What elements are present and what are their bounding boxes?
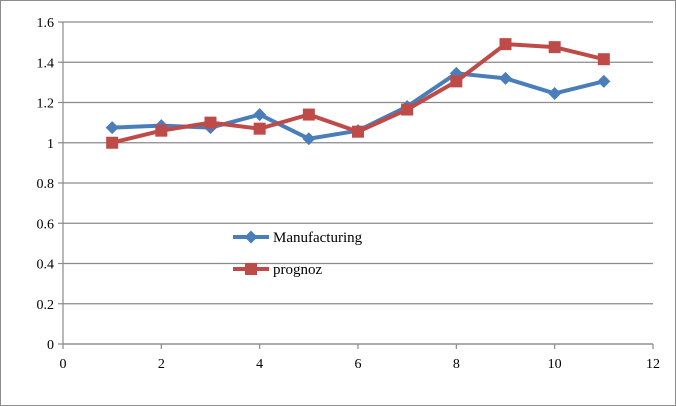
y-tick-label: 0.8 <box>37 177 55 192</box>
x-tick-label: 6 <box>355 357 362 372</box>
x-tick-label: 0 <box>60 357 67 372</box>
data-point-prognoz <box>548 41 561 54</box>
data-point-prognoz <box>499 38 512 51</box>
data-point-prognoz <box>155 124 168 137</box>
legend-item-manufacturing: Manufacturing <box>233 230 363 246</box>
axis-layer: 0 0.2 0.4 0.6 0.8 1 1.2 1.4 1.6 0 2 4 6 8 10 12 <box>37 16 661 372</box>
data-point-prognoz <box>401 103 414 116</box>
data-point-manufacturing <box>302 132 316 146</box>
y-tick-label: 0.6 <box>37 217 55 232</box>
data-point-prognoz <box>204 116 217 129</box>
y-tick-label: 1.6 <box>37 16 55 31</box>
y-tick-label: 1 <box>47 137 54 152</box>
legend-swatch-marker <box>244 230 258 244</box>
legend-label: Manufacturing <box>273 230 363 246</box>
data-point-prognoz <box>253 122 266 135</box>
data-point-prognoz <box>450 75 463 88</box>
legend: Manufacturing prognoz <box>233 230 363 278</box>
y-tick-label: 1.4 <box>37 56 55 71</box>
x-tick-label: 4 <box>256 357 263 372</box>
data-point-manufacturing <box>105 121 119 135</box>
data-point-manufacturing <box>499 71 512 85</box>
series-prognoz <box>106 38 610 149</box>
x-tick-label: 8 <box>453 357 460 372</box>
legend-swatch-marker <box>245 263 257 275</box>
x-tick-label: 10 <box>548 357 562 372</box>
y-tick-label: 0.2 <box>37 298 55 313</box>
legend-label: prognoz <box>273 262 322 278</box>
y-tick-label: 0.4 <box>37 258 55 273</box>
y-tick-label: 0 <box>47 338 54 353</box>
data-point-prognoz <box>106 136 119 149</box>
data-point-prognoz <box>302 108 315 121</box>
x-tick-label: 12 <box>646 357 660 372</box>
data-point-prognoz <box>597 53 610 66</box>
y-tick-label: 1.2 <box>37 97 55 112</box>
data-point-manufacturing <box>548 86 562 100</box>
legend-item-prognoz: prognoz <box>233 262 322 278</box>
data-point-prognoz <box>352 125 364 138</box>
x-tick-label: 2 <box>158 357 165 372</box>
data-point-manufacturing <box>253 108 267 122</box>
data-point-manufacturing <box>597 74 611 88</box>
grid-layer <box>63 21 653 345</box>
series-layer <box>105 38 611 149</box>
